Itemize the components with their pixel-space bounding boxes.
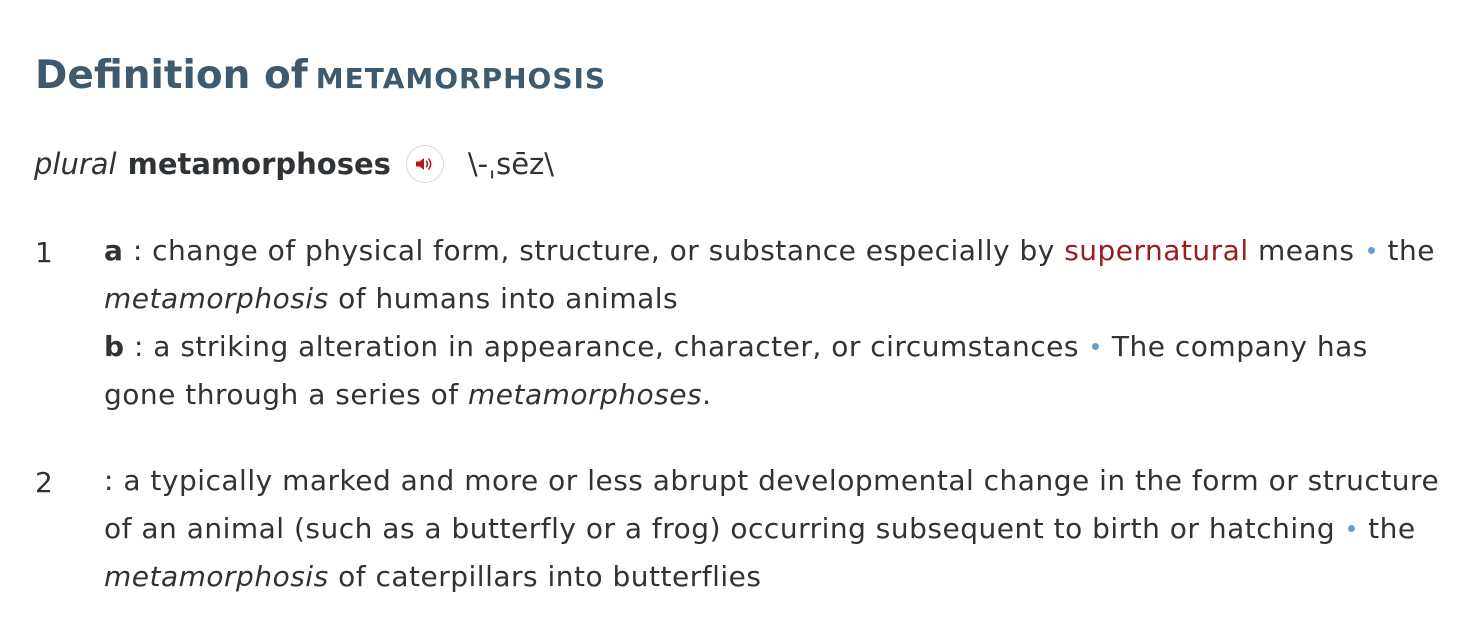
sense-2: : a typically marked and more or less ab… bbox=[104, 457, 1449, 601]
bullet-icon bbox=[1367, 246, 1375, 254]
example-text-end: of caterpillars into butterflies bbox=[328, 560, 762, 593]
subsense-letter: a bbox=[104, 234, 124, 267]
title-prefix: Definition of bbox=[35, 53, 308, 98]
sense-2-text: : a typically marked and more or less ab… bbox=[104, 457, 1449, 601]
subsense-b: b : a striking alteration in appearance,… bbox=[104, 323, 1449, 419]
inflection-line: plural metamorphoses \-ˌsēz\ bbox=[34, 140, 554, 188]
supernatural-link[interactable]: supernatural bbox=[1064, 234, 1249, 267]
subsense-letter: b bbox=[104, 330, 125, 363]
definition-text-end: means bbox=[1248, 234, 1355, 267]
definition-text: : a typically marked and more or less ab… bbox=[104, 464, 1440, 545]
definition-text: : change of physical form, structure, or… bbox=[132, 234, 1065, 267]
headword: METAMORPHOSIS bbox=[315, 62, 607, 95]
sense-1: a : change of physical form, structure, … bbox=[104, 227, 1449, 419]
example-text-end: . bbox=[702, 378, 712, 411]
example-italic: metamorphosis bbox=[104, 560, 329, 593]
speaker-icon bbox=[415, 158, 432, 170]
page-title: Definition of METAMORPHOSIS bbox=[35, 50, 606, 105]
bullet-icon bbox=[1348, 524, 1356, 532]
definition-text: : a striking alteration in appearance, c… bbox=[133, 330, 1079, 363]
subsense-a: a : change of physical form, structure, … bbox=[104, 227, 1449, 323]
example-text: The company has gone through a series of bbox=[104, 330, 1368, 411]
example-italic: metamorphosis bbox=[104, 282, 329, 315]
bullet-icon bbox=[1091, 342, 1099, 350]
example-text: the bbox=[1387, 234, 1435, 267]
plural-label: plural bbox=[34, 147, 117, 181]
plural-form: metamorphoses bbox=[127, 147, 391, 181]
sense-number: 1 bbox=[35, 236, 53, 269]
sense-number: 2 bbox=[35, 466, 53, 499]
example-italic: metamorphoses bbox=[467, 378, 703, 411]
play-pronunciation-button[interactable] bbox=[405, 145, 444, 183]
example-text-end: of humans into animals bbox=[328, 282, 679, 315]
example-text: the bbox=[1368, 512, 1416, 545]
pronunciation: \-ˌsēz\ bbox=[467, 147, 555, 181]
